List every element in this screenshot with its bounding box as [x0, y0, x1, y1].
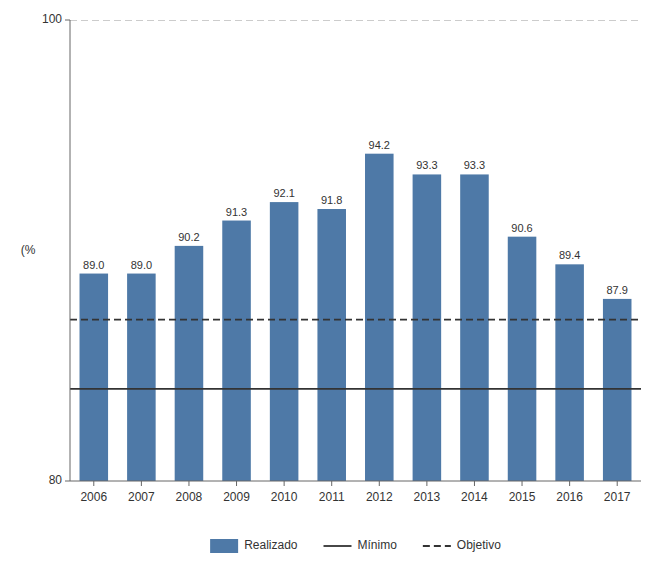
- chart: 89.0 89.0 90.2 91.3 92.1 91.8 94.2 93.3 93.3 90.6…: [0, 0, 661, 581]
- x-tick: [331, 481, 332, 486]
- data-label: 90.6: [511, 222, 532, 234]
- legend-label: Objetivo: [457, 538, 501, 552]
- x-tick-label: 2011: [319, 490, 345, 504]
- data-label: 89.0: [131, 259, 152, 271]
- data-label: 90.2: [178, 231, 199, 243]
- legend: Realizado Mínimo Objetivo: [210, 538, 501, 553]
- y-axis-line: [70, 20, 71, 481]
- x-tick-label: 2008: [176, 490, 203, 504]
- x-tick: [188, 481, 189, 486]
- x-tick: [569, 481, 570, 486]
- legend-label: Realizado: [244, 538, 298, 552]
- legend-swatch: [324, 545, 352, 547]
- reference-line: [70, 319, 641, 321]
- data-label: 93.3: [416, 159, 437, 171]
- legend-label: Mínimo: [358, 538, 398, 552]
- x-tick: [522, 481, 523, 486]
- bar: [270, 202, 299, 481]
- bar: [365, 154, 394, 481]
- axes: 80 100 2006 2007 2008 2009 2010 2011 2012 2013 201…: [42, 12, 641, 504]
- page: {"chart_data": {"type": "bar", "ylabel":…: [0, 0, 661, 581]
- data-label: 91.3: [226, 206, 247, 218]
- x-tick-label: 2010: [271, 490, 298, 504]
- x-tick-label: 2016: [556, 490, 583, 504]
- bar: [603, 299, 632, 481]
- plot-area: [70, 20, 641, 481]
- y-tick-label: 80: [49, 473, 63, 487]
- y-tick: [65, 20, 70, 21]
- x-tick: [426, 481, 427, 486]
- x-tick: [236, 481, 237, 486]
- x-tick-label: 2017: [604, 490, 631, 504]
- bar: [80, 274, 109, 481]
- legend-item: Mínimo: [324, 538, 398, 552]
- bar: [317, 209, 346, 481]
- legend-swatch: [210, 539, 238, 553]
- x-tick: [284, 481, 285, 486]
- x-tick-label: 2007: [128, 490, 155, 504]
- x-axis-line: [70, 481, 641, 482]
- data-label: 87.9: [606, 284, 627, 296]
- bar: [222, 221, 251, 481]
- y-tick-label: 100: [42, 12, 62, 26]
- legend-swatch: [423, 545, 451, 547]
- x-tick: [617, 481, 618, 486]
- data-label: 94.2: [369, 139, 390, 151]
- x-tick: [141, 481, 142, 486]
- data-label: 93.3: [464, 159, 485, 171]
- bar: [413, 174, 442, 481]
- x-tick-label: 2012: [366, 490, 393, 504]
- x-tick-label: 2006: [80, 490, 107, 504]
- legend-item: Objetivo: [423, 538, 501, 552]
- bar: [175, 246, 204, 481]
- x-tick: [474, 481, 475, 486]
- bar: [508, 237, 537, 481]
- y-axis-label: (%: [21, 243, 36, 257]
- legend-item: Realizado: [210, 538, 298, 553]
- data-label: 89.0: [83, 259, 104, 271]
- x-tick-label: 2013: [414, 490, 441, 504]
- x-tick: [379, 481, 380, 486]
- reference-line: [70, 20, 641, 21]
- data-label: 89.4: [559, 249, 580, 261]
- bar: [555, 264, 584, 481]
- y-tick: [65, 481, 70, 482]
- data-label: 91.8: [321, 194, 342, 206]
- x-tick-label: 2015: [509, 490, 536, 504]
- data-labels: 89.0 89.0 90.2 91.3 92.1 91.8 94.2 93.3 93.3 90.6…: [83, 139, 628, 296]
- x-tick-label: 2009: [223, 490, 250, 504]
- x-tick: [93, 481, 94, 486]
- x-tick-label: 2014: [461, 490, 488, 504]
- bar: [460, 174, 489, 481]
- data-label: 92.1: [273, 187, 294, 199]
- bar: [127, 274, 156, 481]
- reference-line: [70, 388, 641, 390]
